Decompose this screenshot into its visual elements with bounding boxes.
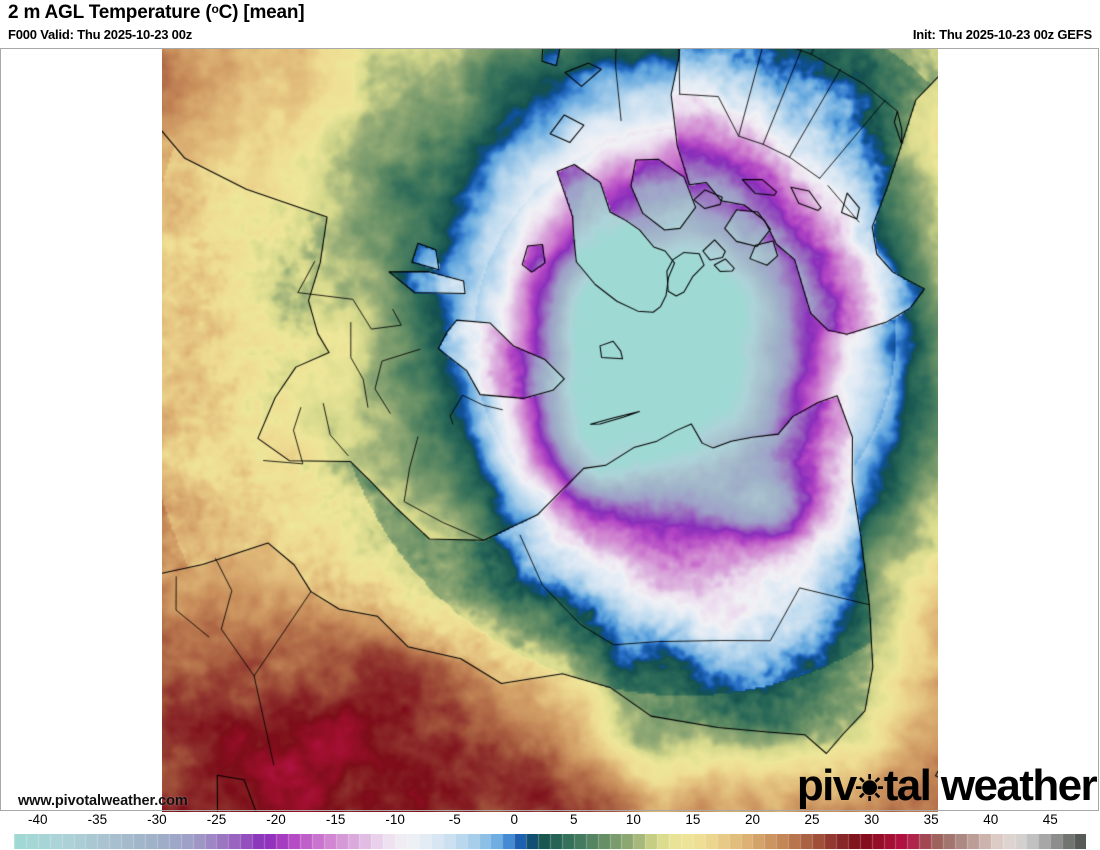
map-panel[interactable]: www.pivotalweather.com piv tal weather — [0, 48, 1100, 812]
colorbar-tick-40: 40 — [983, 812, 999, 827]
colorbar-tick-35: 35 — [923, 812, 939, 827]
colorbar-tick--40: -40 — [28, 812, 48, 827]
map-left-margin — [0, 48, 162, 812]
colorbar-tick--10: -10 — [385, 812, 405, 827]
logo-text-part1: piv — [796, 761, 857, 810]
logo-text-part2: tal weather — [883, 761, 1098, 810]
temperature-heatmap[interactable] — [162, 48, 938, 812]
colorbar-tick--35: -35 — [87, 812, 108, 827]
colorbar-tick-25: 25 — [804, 812, 820, 827]
valid-time-label: F000 Valid: Thu 2025-10-23 00z — [8, 27, 193, 42]
colorbar-tick--20: -20 — [266, 812, 286, 827]
degree-symbol: o — [211, 2, 219, 16]
colorbar-tick-30: 30 — [864, 812, 880, 827]
colorbar-tick--5: -5 — [448, 812, 461, 827]
map-right-margin — [938, 48, 1100, 812]
header: 2 m AGL Temperature (oC) [mean] F000 Val… — [0, 0, 1100, 48]
colorbar-area: -40 -35 -30 -25 -20 -15 -10 -5 0 5 10 15 20 25 30 35 40 4… — [0, 812, 1100, 850]
title-unit: C) [mean] — [218, 2, 305, 24]
pivotal-weather-logo: piv tal weather — [796, 761, 1098, 810]
title-text: 2 m AGL Temperature ( — [8, 2, 212, 24]
page-title: 2 m AGL Temperature (oC) [mean] — [8, 2, 305, 24]
colorbar-tick--30: -30 — [147, 812, 167, 827]
colorbar-tick-45: 45 — [1042, 812, 1058, 827]
colorbar-tick-20: 20 — [744, 812, 760, 827]
site-watermark: www.pivotalweather.com — [18, 793, 188, 809]
gear-sun-icon — [856, 773, 884, 801]
colorbar-tick--25: -25 — [206, 812, 227, 827]
colorbar-tick-labels: -40 -35 -30 -25 -20 -15 -10 -5 0 5 10 15 20 25 30 35 40 4… — [0, 812, 1100, 832]
colorbar-gradient[interactable] — [14, 834, 1086, 849]
colorbar-tick-10: 10 — [625, 812, 641, 827]
colorbar-tick-15: 15 — [685, 812, 701, 827]
init-time-label: Init: Thu 2025-10-23 00z GEFS — [912, 27, 1092, 42]
colorbar-tick-0: 0 — [510, 812, 519, 827]
colorbar-tick-5: 5 — [570, 812, 578, 827]
colorbar-tick--15: -15 — [325, 812, 346, 827]
